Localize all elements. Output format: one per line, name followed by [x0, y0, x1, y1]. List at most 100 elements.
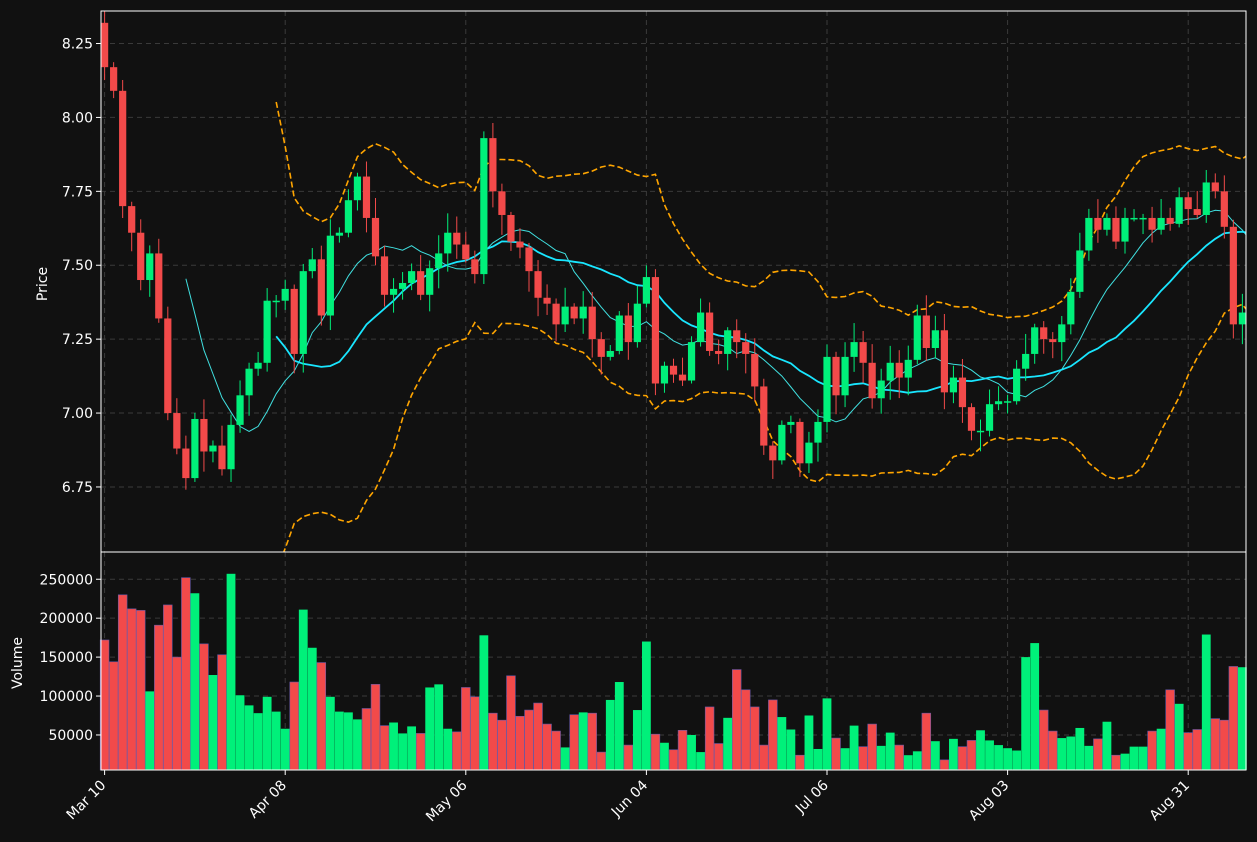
volume-bar [632, 710, 642, 770]
volume-ytick-label: 100000 [40, 689, 93, 705]
volume-bar [235, 695, 245, 770]
volume-bar [353, 719, 362, 770]
volume-bar [298, 609, 308, 770]
volume-bar [831, 737, 841, 771]
volume-bar [578, 712, 588, 770]
volume-bar [1048, 730, 1058, 771]
volume-bar [660, 742, 669, 770]
candle-body [1166, 217, 1174, 224]
volume-bar [1237, 667, 1247, 770]
volume-ytick-label: 150000 [40, 650, 93, 666]
candle-body [236, 395, 244, 425]
volume-bar [976, 730, 985, 770]
candle-body [651, 277, 660, 384]
candle-body [389, 288, 398, 295]
volume-bar [1102, 721, 1112, 770]
volume-bar [957, 746, 968, 771]
candle-body [742, 342, 750, 354]
candle-body [1076, 250, 1084, 292]
candle-body [164, 318, 172, 414]
candle-body [290, 288, 298, 354]
volume-bar [398, 733, 407, 770]
volume-bar [117, 594, 128, 771]
candle-body [588, 306, 596, 340]
volume-bar [190, 593, 200, 770]
ma-short-line [185, 209, 1246, 432]
candle-body [507, 214, 515, 242]
volume-bar [1120, 753, 1130, 770]
candle-body [128, 206, 136, 233]
volume-bar [181, 577, 191, 771]
candle-body [335, 232, 343, 236]
lower-band-line [282, 303, 1246, 552]
candle-body [895, 362, 903, 378]
volume-bar [1183, 732, 1193, 771]
volume-bar [759, 744, 769, 771]
candle-body [751, 353, 759, 387]
candle-body [1013, 368, 1021, 402]
candle-body [561, 306, 569, 325]
candle-body [1211, 182, 1219, 192]
volume-bar [379, 725, 390, 771]
candle-body [696, 312, 705, 343]
candle-body [1040, 327, 1048, 340]
candle-body [408, 271, 416, 283]
candle-body [552, 303, 560, 325]
volume-bar [289, 681, 299, 771]
volume-bar [163, 604, 173, 771]
candle-body [200, 418, 208, 452]
candle-body [570, 306, 578, 319]
candle-body [940, 330, 948, 393]
candle-body [715, 350, 723, 354]
candle-body [362, 176, 371, 218]
volume-bar [713, 743, 724, 771]
volume-bar [316, 662, 327, 771]
candle-body [209, 445, 217, 452]
candle-body [317, 259, 325, 316]
price-ytick-label: 8.00 [62, 110, 93, 126]
volume-bar [334, 711, 344, 770]
price-ytick-label: 7.50 [62, 258, 93, 274]
candle-body [453, 232, 461, 245]
volume-bar [642, 641, 651, 770]
volume-bar [704, 706, 715, 771]
volume-bar [1066, 736, 1076, 770]
price-ytick-label: 7.75 [62, 184, 93, 200]
candle-body [931, 330, 939, 349]
candle-body [850, 342, 858, 357]
candle-body [1193, 209, 1201, 215]
volume-bar [696, 752, 705, 770]
volume-bar [226, 573, 236, 770]
candle-body [218, 445, 226, 470]
candle-body [868, 362, 876, 399]
volume-bar [1165, 689, 1175, 771]
candle-body [985, 404, 994, 431]
volume-bar [903, 755, 913, 770]
candle-body [1121, 217, 1129, 242]
candle-body [1238, 312, 1246, 325]
volume-bar [479, 635, 489, 770]
volume-bar [731, 669, 742, 771]
candle-body [814, 421, 822, 443]
candle-body [480, 138, 488, 275]
volume-bar [1219, 719, 1230, 771]
candle-body [877, 380, 885, 399]
candle-body [624, 315, 632, 343]
volume-bar [985, 740, 994, 770]
volume-bar [804, 715, 814, 770]
candle-body [805, 442, 813, 464]
volume-bar [325, 696, 335, 770]
candle-body [489, 138, 497, 192]
volume-bar [894, 744, 904, 771]
price-ytick-label: 7.00 [62, 406, 93, 422]
volume-bar [768, 699, 778, 771]
price-ytick-label: 6.75 [62, 480, 93, 496]
volume-bar [677, 729, 688, 771]
candlesticks [101, 11, 1246, 490]
candle-body [326, 235, 334, 316]
candle-body [949, 377, 958, 393]
volume-bar [370, 684, 381, 771]
volume-bar [425, 687, 435, 770]
candle-body [245, 368, 253, 396]
